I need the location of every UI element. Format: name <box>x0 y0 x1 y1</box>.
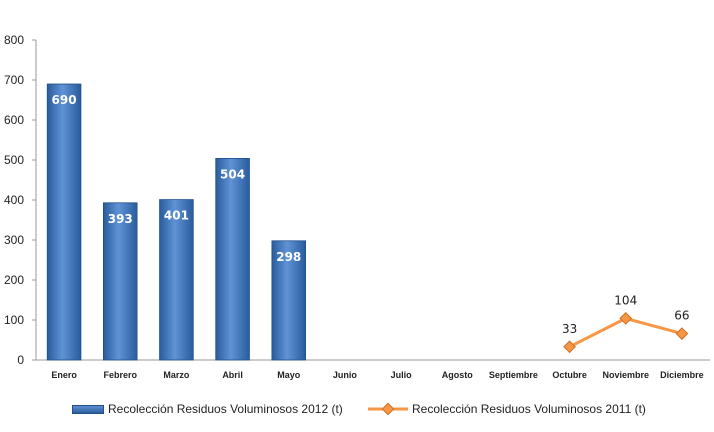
x-tick-label: Mayo <box>277 370 301 380</box>
bar <box>159 199 194 361</box>
x-tick-label: Abril <box>222 370 243 380</box>
line-point <box>675 327 689 340</box>
bar <box>103 202 138 361</box>
y-tick-label: 500 <box>4 153 24 167</box>
line-data-label: 104 <box>614 293 637 307</box>
bar-data-label: 298 <box>276 250 301 264</box>
y-tick-label: 600 <box>4 113 24 127</box>
bar <box>46 83 82 361</box>
line-data-label: 66 <box>674 309 689 323</box>
bar-data-label: 504 <box>220 167 245 181</box>
x-tick-label: Febrero <box>103 370 137 380</box>
y-tick-label: 300 <box>4 233 24 247</box>
x-tick-label: Julio <box>391 370 413 380</box>
legend-bar-swatch <box>72 404 104 414</box>
bar <box>271 240 306 361</box>
y-tick-label: 200 <box>4 273 24 287</box>
y-tick-label: 100 <box>4 313 24 327</box>
legend-label-2011: Recolección Residuos Voluminosos 2011 (t… <box>412 402 646 416</box>
y-tick-label: 400 <box>4 193 24 207</box>
x-axis-ticks: Enero Febrero Marzo Abril Mayo Junio Julio Agos… <box>51 370 703 380</box>
legend: Recolección Residuos Voluminosos 2012 (t… <box>0 400 714 420</box>
line-data-label: 33 <box>562 322 577 336</box>
bar-data-label: 690 <box>52 93 77 107</box>
x-tick-label: Noviembre <box>602 370 649 380</box>
y-tick-label: 700 <box>4 73 24 87</box>
y-tick-label: 800 <box>4 33 24 47</box>
legend-label-2012: Recolección Residuos Voluminosos 2012 (t… <box>108 402 343 416</box>
line-series: 33 104 66 <box>562 293 690 354</box>
bar <box>215 157 250 361</box>
x-tick-label: Octubre <box>552 370 587 380</box>
line-point <box>563 340 576 354</box>
line-point <box>619 312 633 325</box>
x-tick-label: Agosto <box>442 370 473 380</box>
legend-line-swatch <box>368 402 408 416</box>
x-tick-label: Junio <box>333 370 358 380</box>
bar-series: 690 393 401 504 298 <box>46 83 306 361</box>
x-tick-label: Diciembre <box>660 370 704 380</box>
bar-data-label: 393 <box>108 212 133 226</box>
bar-data-label: 401 <box>164 209 189 223</box>
legend-item-2012: Recolección Residuos Voluminosos 2012 (t… <box>72 402 343 416</box>
y-axis-ticks: 0 100 200 300 400 500 600 700 800 <box>4 33 36 367</box>
legend-item-2011: Recolección Residuos Voluminosos 2011 (t… <box>368 402 646 416</box>
x-tick-label: Enero <box>51 370 77 380</box>
chart-canvas: 0 100 200 300 400 500 600 700 800 Enero Febrero Ma… <box>4 33 710 380</box>
x-tick-label: Marzo <box>163 370 190 380</box>
x-tick-label: Septiembre <box>489 370 538 380</box>
y-tick-label: 0 <box>17 353 24 367</box>
